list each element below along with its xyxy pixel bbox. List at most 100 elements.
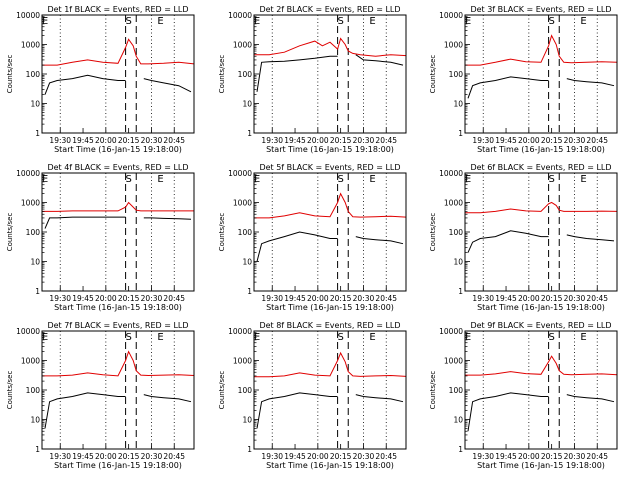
x-tick-label: 20:15 [541,136,563,145]
y-tick-label: 1 [458,129,463,138]
y-axis-label: Counts/sec [218,55,226,94]
y-tick-label: 10 [453,100,463,109]
x-tick-label: 20:30 [564,294,586,303]
x-tick-label: 20:15 [330,294,352,303]
y-tick-label: 10 [242,416,252,425]
x-tick-label: 20:45 [375,136,397,145]
x-tick-label: 20:00 [95,294,117,303]
y-tick-label: 1 [35,129,40,138]
marker-label: E [580,332,586,343]
y-axis-label: Counts/sec [218,213,226,252]
subplot-8: Det 8f BLACK = Events, RED = LLD E S E 1 10 10… [218,321,407,470]
x-tick-label: 20:15 [330,452,352,461]
y-tick-label: 10000 [439,327,463,336]
lld-series-line [42,350,195,377]
x-tick-label: 20:15 [118,136,140,145]
y-tick-label: 100 [26,228,41,237]
marker-label: E [465,16,471,27]
marker-label: S [548,16,554,27]
marker-label: S [548,174,554,185]
marker-label: E [157,332,163,343]
marker-label: E [369,332,375,343]
subplot-5: Det 5f BLACK = Events, RED = LLD E S E 1 10 10… [218,163,407,312]
plot-frame [41,14,195,134]
y-tick-label: 1000 [21,357,40,366]
y-axis-label: Counts/sec [429,371,437,410]
events-series-line [467,76,615,99]
x-tick-label: 19:30 [261,136,283,145]
x-tick-label: 19:30 [261,452,283,461]
y-axis-label: Counts/sec [6,371,14,410]
x-tick-label: 20:30 [564,136,586,145]
y-tick-label: 100 [449,70,464,79]
x-tick-label: 20:15 [541,294,563,303]
x-axis-label: Start Time (16-Jan-15 19:18:00) [477,303,605,312]
x-tick-label: 20:45 [586,294,608,303]
marker-label: E [157,16,163,27]
lld-series-line [465,355,618,376]
x-tick-label: 20:30 [353,136,375,145]
plot-frame [253,172,407,292]
subplot-9: Det 9f BLACK = Events, RED = LLD E S E 1 10 10… [429,321,618,470]
x-tick-label: 19:45 [72,136,94,145]
x-tick-label: 19:30 [49,294,71,303]
plot-frame [41,172,195,292]
x-tick-label: 20:45 [163,294,185,303]
lld-series-line [42,201,194,212]
x-tick-label: 19:30 [49,452,71,461]
x-tick-label: 20:00 [307,452,329,461]
subplot-title: Det 9f BLACK = Events, RED = LLD [470,321,611,330]
marker-label: E [42,332,48,343]
marker-label: E [254,16,260,27]
x-tick-label: 20:45 [375,294,397,303]
x-tick-label: 20:00 [95,136,117,145]
x-tick-label: 20:45 [375,452,397,461]
x-tick-label: 20:45 [163,136,185,145]
plot-frame [253,330,407,450]
subplot-title: Det 3f BLACK = Events, RED = LLD [470,5,611,14]
x-tick-label: 20:00 [95,452,117,461]
x-tick-label: 19:45 [284,136,306,145]
x-tick-label: 20:00 [307,294,329,303]
y-tick-label: 10000 [439,11,463,20]
x-tick-label: 20:15 [118,294,140,303]
marker-label: E [254,174,260,185]
x-tick-label: 19:30 [472,294,494,303]
marker-label: S [337,174,343,185]
marker-label: E [465,174,471,185]
events-series-line [44,216,192,229]
x-axis-label: Start Time (16-Jan-15 19:18:00) [266,145,394,154]
x-tick-label: 19:30 [472,136,494,145]
y-tick-label: 1 [247,445,252,454]
x-tick-label: 20:30 [141,136,163,145]
x-axis-label: Start Time (16-Jan-15 19:18:00) [477,145,605,154]
y-tick-label: 10000 [228,169,252,178]
y-tick-label: 10 [30,416,40,425]
x-tick-label: 20:00 [518,136,540,145]
subplot-title: Det 8f BLACK = Events, RED = LLD [259,321,400,330]
y-tick-label: 1000 [21,199,40,208]
y-tick-label: 10000 [228,11,252,20]
y-axis-label: Counts/sec [218,371,226,410]
x-tick-label: 19:45 [284,294,306,303]
x-tick-label: 19:45 [284,452,306,461]
marker-label: E [580,16,586,27]
y-tick-label: 1000 [233,199,252,208]
x-tick-label: 20:00 [518,294,540,303]
subplot-4: Det 4f BLACK = Events, RED = LLD E S E 1 10 10… [6,163,195,312]
y-tick-label: 10000 [228,327,252,336]
marker-label: E [580,174,586,185]
x-tick-label: 19:45 [495,452,517,461]
marker-label: S [548,332,554,343]
x-tick-label: 19:45 [72,452,94,461]
x-tick-label: 20:15 [541,452,563,461]
marker-label: E [369,16,375,27]
lld-series-line [465,34,618,66]
events-series-line [467,230,615,253]
subplot-2: Det 2f BLACK = Events, RED = LLD E S E 1 10 10… [218,5,407,154]
subplot-title: Det 7f BLACK = Events, RED = LLD [47,321,188,330]
x-axis-label: Start Time (16-Jan-15 19:18:00) [266,303,394,312]
y-axis-label: Counts/sec [429,55,437,94]
y-tick-label: 1000 [444,41,463,50]
y-tick-label: 1 [35,445,40,454]
